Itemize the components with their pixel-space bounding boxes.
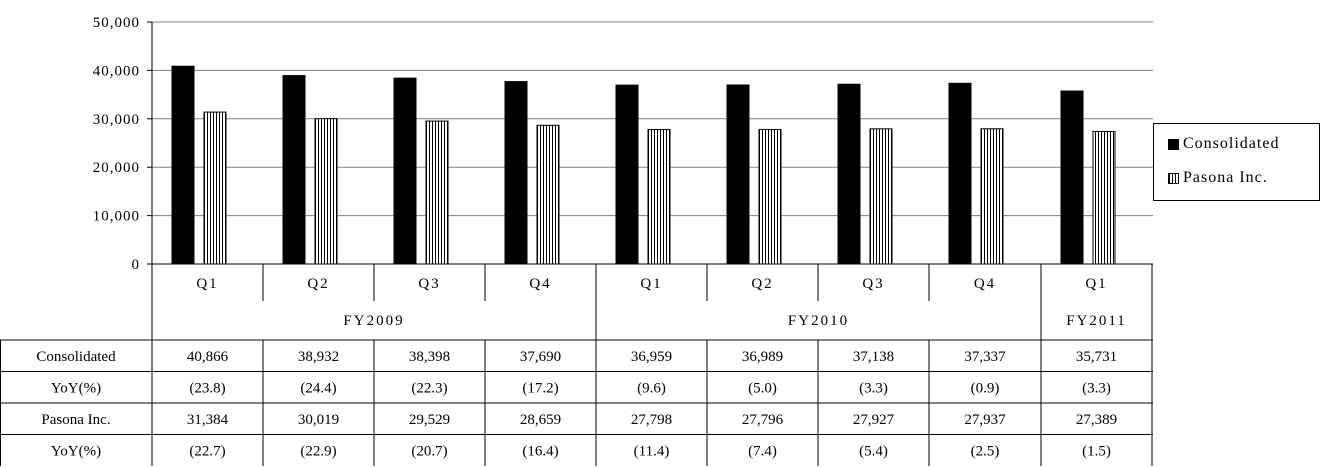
y-tick-label: 50,000 <box>93 15 140 31</box>
table-cell: 38,932 <box>298 349 339 365</box>
table-cell: (22.7) <box>189 444 225 460</box>
bar-pasona <box>314 118 338 265</box>
bar-pasona <box>536 124 560 265</box>
table-row-label: YoY(%) <box>51 444 101 460</box>
table-cell: (5.0) <box>748 381 777 397</box>
y-tick-label: 10,000 <box>93 209 140 225</box>
bar-consolidated <box>282 75 306 265</box>
quarter-label: Q4 <box>529 276 551 292</box>
table-cell: 27,927 <box>853 412 895 428</box>
table-cell: 36,959 <box>631 349 672 365</box>
quarter-label: Q2 <box>751 276 773 292</box>
table-cell: (9.6) <box>637 381 666 397</box>
bar-pasona <box>425 120 449 265</box>
bar-pasona <box>1092 130 1116 265</box>
table-cell: 37,690 <box>520 349 561 365</box>
table-row-label: Consolidated <box>36 349 116 365</box>
table-cell: 27,796 <box>742 412 784 428</box>
table-cell: (23.8) <box>189 381 225 397</box>
bar-consolidated <box>171 65 195 265</box>
y-tick-label: 40,000 <box>93 63 140 79</box>
table-cell: (17.2) <box>522 381 558 397</box>
y-tick-label: 30,000 <box>93 112 140 128</box>
quarter-label: Q3 <box>862 276 884 292</box>
quarter-label: Q1 <box>640 276 662 292</box>
bar-pasona <box>869 128 893 265</box>
table-cell: 27,937 <box>964 412 1006 428</box>
table-cell: (3.3) <box>859 381 888 397</box>
legend-label-consolidated: Consolidated <box>1183 135 1280 152</box>
quarter-label: Q1 <box>196 276 218 292</box>
quarter-label: Q3 <box>418 276 440 292</box>
bar-pasona <box>980 128 1004 265</box>
table-cell: (11.4) <box>634 444 670 460</box>
table-cell: 40,866 <box>187 349 229 365</box>
bar-consolidated <box>948 82 972 265</box>
legend-label-pasona: Pasona Inc. <box>1183 169 1268 186</box>
table-cell: 38,398 <box>409 349 450 365</box>
table-cell: 37,138 <box>853 349 894 365</box>
table-cell: 37,337 <box>964 349 1006 365</box>
bar-pasona <box>758 128 782 265</box>
table-cell: 36,989 <box>742 349 783 365</box>
table-cell: 27,798 <box>631 412 672 428</box>
bar-consolidated <box>615 84 639 265</box>
chart-legend: Consolidated Pasona Inc. <box>1153 123 1320 201</box>
table-cell: (7.4) <box>748 444 777 460</box>
table-cell: (20.7) <box>411 444 447 460</box>
table-cell: (16.4) <box>522 444 558 460</box>
legend-item-consolidated: Consolidated <box>1168 134 1279 154</box>
table-cell: (22.9) <box>300 444 336 460</box>
table-cell: 27,389 <box>1076 412 1117 428</box>
table-cell: (22.3) <box>411 381 447 397</box>
legend-item-pasona: Pasona Inc. <box>1168 168 1268 188</box>
bar-consolidated <box>837 83 861 265</box>
y-tick-label: 20,000 <box>93 160 140 176</box>
table-cell: (1.5) <box>1082 444 1111 460</box>
table-cell: (2.5) <box>971 444 1000 460</box>
quarter-label: Q2 <box>307 276 329 292</box>
quarter-label: Q1 <box>1085 276 1107 292</box>
bar-pasona <box>203 111 227 265</box>
table-cell: (24.4) <box>300 381 336 397</box>
fiscal-year-label: FY2010 <box>788 313 849 329</box>
quarter-label: Q4 <box>974 276 996 292</box>
table-cell: 35,731 <box>1076 349 1117 365</box>
table-cell: 30,019 <box>298 412 339 428</box>
bar-consolidated <box>1060 90 1084 265</box>
bar-consolidated <box>393 77 417 265</box>
table-cell: (3.3) <box>1082 381 1111 397</box>
table-row-label: YoY(%) <box>51 381 101 397</box>
table-cell: (5.4) <box>859 444 888 460</box>
bar-pasona <box>647 128 671 265</box>
legend-swatch-pasona <box>1168 172 1179 184</box>
fiscal-year-label: FY2011 <box>1066 313 1127 329</box>
bar-consolidated <box>504 81 528 265</box>
y-tick-label: 0 <box>132 257 141 273</box>
bar-consolidated <box>726 84 750 265</box>
table-row-label: Pasona Inc. <box>41 412 110 428</box>
table-cell: 28,659 <box>520 412 561 428</box>
legend-swatch-consolidated <box>1168 138 1179 150</box>
table-cell: 29,529 <box>409 412 450 428</box>
fiscal-year-label: FY2009 <box>343 313 404 329</box>
table-cell: (0.9) <box>971 381 1000 397</box>
table-cell: 31,384 <box>187 412 229 428</box>
